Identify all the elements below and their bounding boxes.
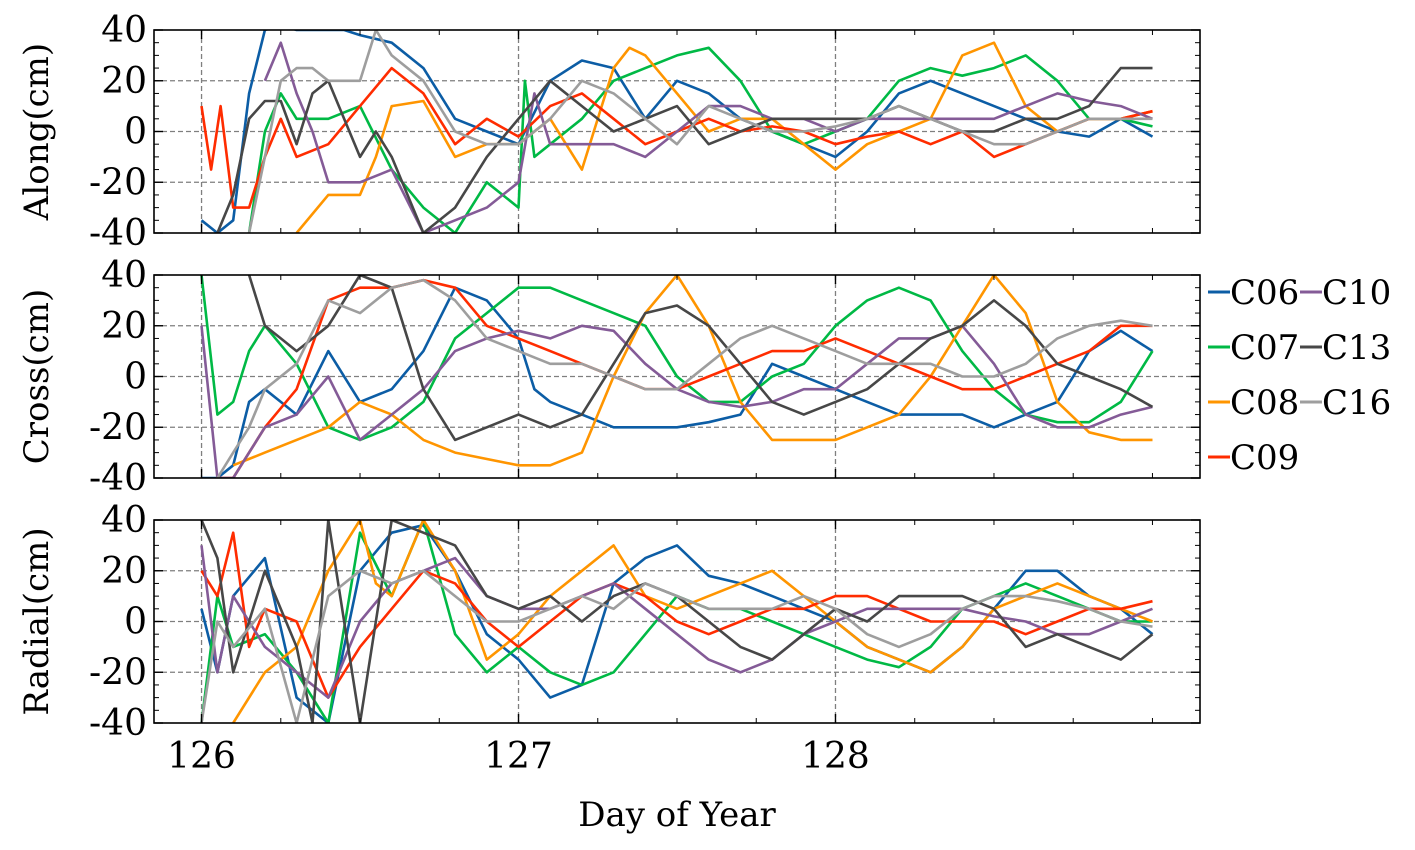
- series-line-c06: [201, 286, 1154, 478]
- series-group: [200, 520, 1154, 723]
- series-line-c10: [200, 545, 1153, 699]
- series-line-c07: [247, 46, 1153, 233]
- y-axis-label: Cross(cm): [17, 289, 57, 464]
- y-tick-label: 20: [101, 61, 147, 102]
- series-line-c08: [295, 41, 1153, 233]
- y-tick-label: -20: [89, 652, 147, 693]
- y-tick-label: -40: [89, 703, 147, 744]
- y-tick-label: 0: [124, 112, 147, 153]
- legend-label: C10: [1322, 273, 1391, 313]
- series-line-c10: [200, 324, 1153, 478]
- legend: C06 C07 C08 C09 C10 C13 C16: [1208, 273, 1391, 478]
- legend-label: C09: [1230, 438, 1299, 478]
- panel-3: 40 20 0 -20 -40 126 127 128 Radial(cm): [17, 500, 1201, 777]
- panels: 40 20 0 -20 -40 Along(cm) 40 20 0 -20 -40 Cross(cm)…: [17, 10, 1201, 777]
- panel-2: 40 20 0 -20 -40 Cross(cm): [17, 255, 1201, 499]
- legend-item-c07: C07: [1208, 328, 1299, 368]
- legend-item-c10: C10: [1300, 273, 1391, 313]
- y-tick-label: -40: [89, 458, 147, 499]
- series-line-c10: [263, 41, 1153, 233]
- x-tick-label: 126: [167, 736, 236, 777]
- legend-item-c08: C08: [1208, 383, 1299, 423]
- series-line-c09: [200, 531, 1153, 699]
- legend-label: C13: [1322, 328, 1391, 368]
- series-line-c09: [200, 66, 1153, 209]
- x-axis-label: Day of Year: [578, 795, 776, 835]
- legend-label: C16: [1322, 383, 1391, 423]
- y-axis-label: Radial(cm): [17, 527, 57, 715]
- legend-label: C08: [1230, 383, 1299, 423]
- y-tick-label: 0: [124, 357, 147, 398]
- legend-label: C06: [1230, 273, 1299, 313]
- series-line-c13: [247, 275, 1154, 442]
- x-tick-label: 127: [484, 736, 553, 777]
- y-tick-label: 20: [101, 551, 147, 592]
- y-tick-label: -40: [89, 213, 147, 254]
- series-line-c16: [216, 278, 1153, 478]
- y-axis-label: Along(cm): [17, 43, 57, 221]
- series-line-c08: [232, 275, 1153, 467]
- x-tick-label: 128: [801, 736, 870, 777]
- series-line-c16: [247, 30, 1153, 233]
- y-tick-label: -20: [89, 407, 147, 448]
- series-line-c16: [200, 569, 1153, 723]
- legend-item-c13: C13: [1300, 328, 1391, 368]
- series-group: [200, 275, 1154, 478]
- legend-item-c09: C09: [1208, 438, 1299, 478]
- legend-item-c06: C06: [1208, 273, 1299, 313]
- series-line-c13: [216, 66, 1153, 233]
- y-tick-label: -20: [89, 162, 147, 203]
- legend-item-c16: C16: [1300, 383, 1391, 423]
- panel-1: 40 20 0 -20 -40 Along(cm): [17, 10, 1201, 254]
- y-tick-label: 0: [124, 602, 147, 643]
- legend-label: C07: [1230, 328, 1299, 368]
- y-tick-label: 40: [101, 255, 147, 296]
- y-tick-label: 40: [101, 10, 147, 51]
- y-tick-label: 40: [101, 500, 147, 541]
- y-tick-label: 20: [101, 306, 147, 347]
- series-group: [200, 30, 1154, 233]
